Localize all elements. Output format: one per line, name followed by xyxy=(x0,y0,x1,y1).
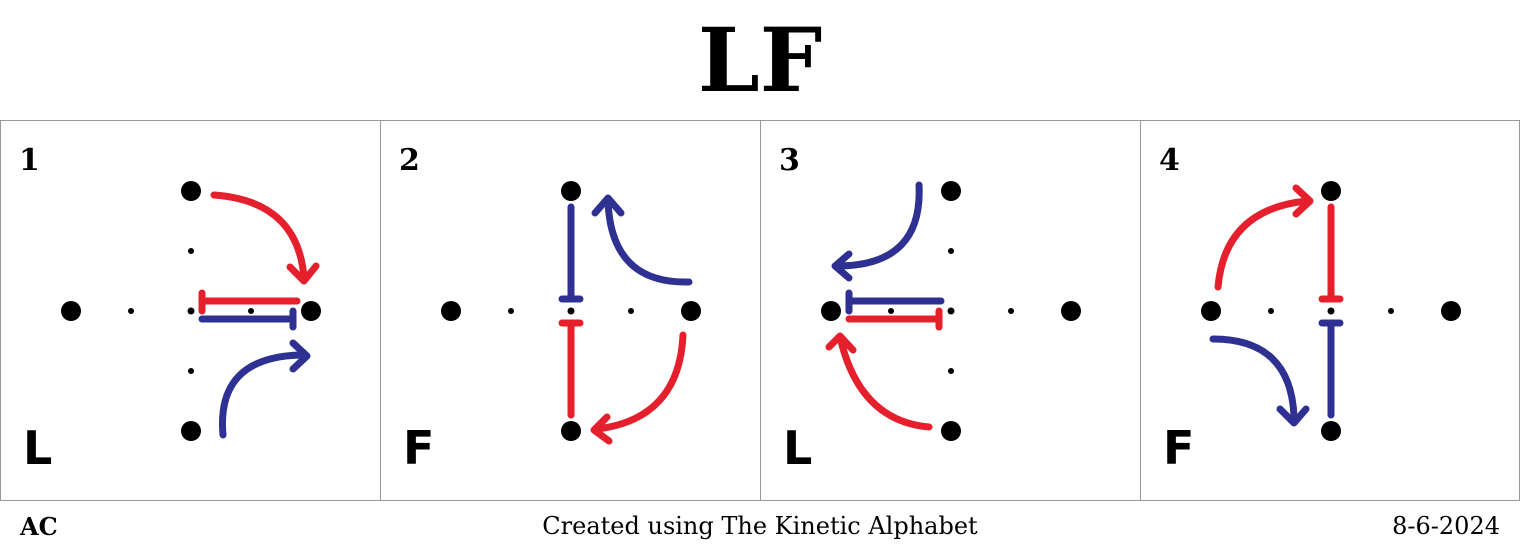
red-arrowhead xyxy=(286,262,320,285)
panel-diagram xyxy=(61,181,321,441)
grid-dot-small xyxy=(948,248,954,254)
blue-bar xyxy=(845,289,945,315)
red-bar xyxy=(845,307,943,331)
blue-arrowhead xyxy=(1276,405,1310,427)
panel-4: 4 F xyxy=(1140,120,1520,501)
footer-credit: Created using The Kinetic Alphabet xyxy=(542,512,978,540)
grid-dot-center xyxy=(567,307,575,315)
grid-dot-top xyxy=(181,181,201,201)
panel-letter: L xyxy=(23,421,53,475)
grid-dot-right xyxy=(1061,301,1081,321)
grid-dot-center xyxy=(1327,307,1335,315)
red-arrowhead xyxy=(590,413,613,445)
blue-curved-arrow xyxy=(604,197,693,286)
grid-dot-top xyxy=(1321,181,1341,201)
panel-diagram xyxy=(441,181,701,445)
red-bar xyxy=(198,289,301,315)
blue-curved-arrow xyxy=(218,351,305,439)
grid-dot-small xyxy=(1388,308,1394,314)
panel-letter: L xyxy=(783,421,813,475)
grid-dot-small xyxy=(948,368,954,374)
panel-letter: F xyxy=(1163,421,1195,475)
blue-arrowhead xyxy=(831,250,853,282)
grid-dot-left xyxy=(441,301,461,321)
panel-number: 3 xyxy=(779,143,800,178)
panel-diagram xyxy=(1201,181,1461,441)
panel-2: 2 F xyxy=(380,120,760,501)
red-curved-arrow xyxy=(593,331,687,433)
panel-diagram xyxy=(821,181,1081,441)
grid-dot-small xyxy=(188,248,194,254)
page-title: LF xyxy=(697,8,823,112)
panel-3: 3 L xyxy=(760,120,1140,501)
blue-curved-arrow xyxy=(1209,335,1298,421)
grid-dot-top xyxy=(561,181,581,201)
panel-1: 1 L xyxy=(0,120,380,501)
red-curved-arrow xyxy=(1214,197,1311,291)
grid-dot-small xyxy=(508,308,514,314)
grid-dot-small xyxy=(888,308,894,314)
grid-dot-bottom xyxy=(561,421,581,441)
grid-dot-bottom xyxy=(1321,421,1341,441)
grid-dot-left xyxy=(61,301,81,321)
blue-bar xyxy=(198,307,297,331)
blue-bar xyxy=(558,203,584,303)
blue-curved-arrow xyxy=(835,181,923,270)
panel-number: 2 xyxy=(399,143,420,178)
blue-bar xyxy=(1318,319,1344,419)
red-bar xyxy=(558,319,584,419)
grid-dot-center xyxy=(947,307,955,315)
grid-dot-bottom xyxy=(941,421,961,441)
grid-dot-left xyxy=(821,301,841,321)
grid-dot-small xyxy=(1268,308,1274,314)
grid-dot-small xyxy=(128,308,134,314)
grid-dot-left xyxy=(1201,301,1221,321)
grid-dot-small xyxy=(188,368,194,374)
red-arrowhead xyxy=(825,332,857,354)
grid-dot-small xyxy=(1008,308,1014,314)
grid-dot-right xyxy=(301,301,321,321)
panel-strip: 1 L 2 xyxy=(0,120,1520,501)
red-bar xyxy=(1318,203,1344,303)
blue-arrowhead xyxy=(591,194,625,217)
grid-dot-small xyxy=(628,308,634,314)
footer-author: AC xyxy=(20,512,58,541)
grid-dot-center xyxy=(187,307,195,315)
red-curved-arrow xyxy=(210,191,308,282)
grid-dot-top xyxy=(941,181,961,201)
blue-arrowhead xyxy=(289,339,311,373)
footer-date: 8-6-2024 xyxy=(1392,512,1500,540)
grid-dots xyxy=(61,181,321,441)
red-arrowhead xyxy=(1292,184,1314,218)
panel-number: 1 xyxy=(19,143,40,178)
grid-dot-bottom xyxy=(181,421,201,441)
grid-dot-right xyxy=(681,301,701,321)
grid-dot-right xyxy=(1441,301,1461,321)
red-curved-arrow xyxy=(837,337,933,431)
panel-number: 4 xyxy=(1159,143,1180,178)
panel-letter: F xyxy=(403,421,435,475)
grid-dot-small xyxy=(248,308,254,314)
